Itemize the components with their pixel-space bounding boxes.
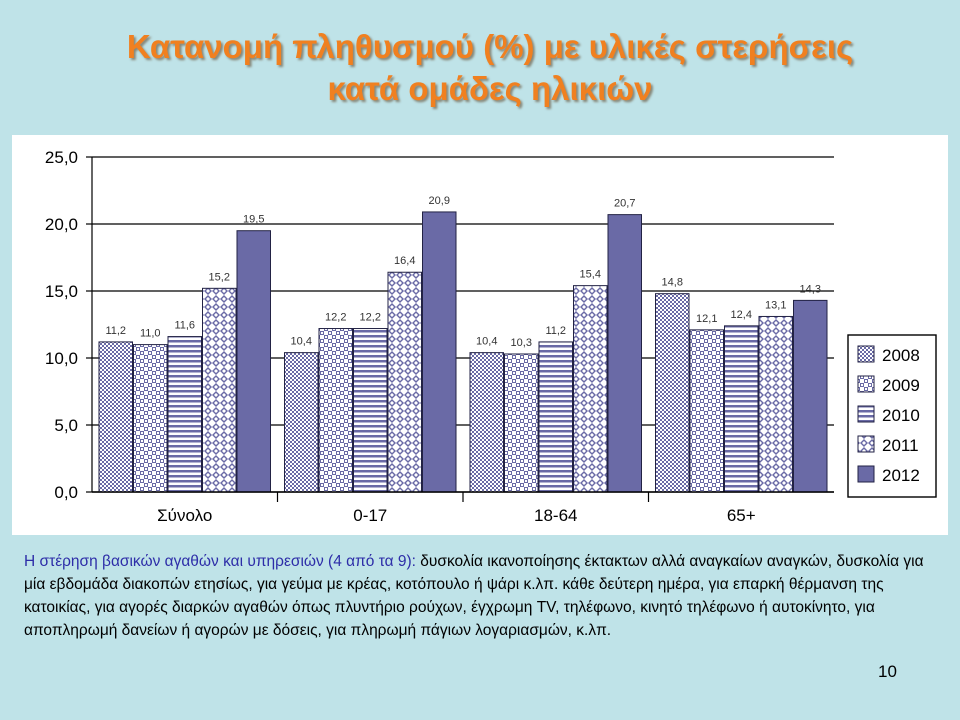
data-label: 12,1 bbox=[696, 313, 717, 325]
data-label: 20,9 bbox=[429, 195, 450, 207]
data-label: 12,2 bbox=[325, 312, 346, 324]
bar-2008 bbox=[98, 341, 133, 493]
bar-2008 bbox=[655, 293, 690, 493]
legend-swatch-2008 bbox=[857, 345, 875, 363]
bar-2012 bbox=[236, 230, 271, 493]
data-label: 12,4 bbox=[731, 309, 752, 321]
bar-2012 bbox=[607, 214, 642, 493]
slide-title: Κατανομή πληθυσμού (%) με υλικές στερήσε… bbox=[0, 26, 960, 110]
legend-swatch-2010 bbox=[857, 405, 875, 423]
bar-2010 bbox=[353, 328, 388, 493]
data-label: 15,2 bbox=[209, 271, 230, 283]
bars bbox=[98, 211, 828, 493]
legend-label: 2012 bbox=[882, 466, 920, 485]
bar-2011 bbox=[573, 285, 608, 493]
bar-2010 bbox=[538, 341, 573, 493]
legend-label: 2010 bbox=[882, 406, 920, 425]
data-label: 11,0 bbox=[140, 328, 161, 340]
bar-2011 bbox=[758, 315, 793, 493]
bar-2009 bbox=[689, 329, 724, 493]
bar-2009 bbox=[133, 344, 168, 493]
data-label: 13,1 bbox=[765, 299, 786, 311]
legend-swatch-2012 bbox=[857, 465, 875, 483]
y-tick-label: 25,0 bbox=[45, 148, 78, 167]
data-label: 14,8 bbox=[662, 277, 683, 289]
bar-2011 bbox=[387, 271, 422, 493]
title-line-2: κατά ομάδες ηλικιών bbox=[327, 70, 653, 107]
data-label: 14,3 bbox=[800, 283, 821, 295]
data-label: 19,5 bbox=[243, 214, 264, 226]
data-label: 20,7 bbox=[614, 198, 635, 210]
y-tick-label: 10,0 bbox=[45, 349, 78, 368]
legend-swatch-2009 bbox=[857, 375, 875, 393]
bar-2009 bbox=[504, 353, 539, 493]
y-tick-label: 15,0 bbox=[45, 282, 78, 301]
data-label: 10,3 bbox=[511, 337, 532, 349]
chart-panel: 11,2 11,0 11,6 15,2 19,5 10,4 12,2 12,2 16,4 20,9… bbox=[12, 135, 948, 535]
data-label: 16,4 bbox=[394, 255, 415, 267]
bar-2008 bbox=[284, 352, 319, 493]
legend-label: 2011 bbox=[882, 436, 919, 455]
data-label: 12,2 bbox=[360, 312, 381, 324]
y-tick-label: 0,0 bbox=[54, 483, 78, 502]
bar-2012 bbox=[793, 299, 828, 493]
x-tick-label: 65+ bbox=[727, 506, 756, 525]
x-tick-label: Σύνολο bbox=[157, 506, 212, 525]
bar-2012 bbox=[422, 211, 457, 493]
x-tick-label: 18-64 bbox=[534, 506, 577, 525]
data-label: 15,4 bbox=[580, 269, 601, 281]
data-label: 10,4 bbox=[476, 336, 497, 348]
bar-2011 bbox=[202, 287, 237, 493]
data-label: 11,2 bbox=[105, 325, 126, 337]
data-label: 11,6 bbox=[174, 320, 195, 332]
bar-2010 bbox=[167, 336, 202, 493]
title-line-1: Κατανομή πληθυσμού (%) με υλικές στερήσε… bbox=[126, 28, 854, 65]
legend: 2008 2009 2010 2011 2012 bbox=[847, 334, 937, 498]
x-tick-label: 0-17 bbox=[353, 506, 387, 525]
bar-2009 bbox=[318, 328, 353, 493]
data-label: 10,4 bbox=[291, 336, 312, 348]
description-lead: Η στέρηση βασικών αγαθών και υπηρεσιών (… bbox=[24, 553, 416, 570]
y-tick-label: 20,0 bbox=[45, 215, 78, 234]
data-label: 11,2 bbox=[545, 325, 566, 337]
bar-2010 bbox=[724, 325, 759, 493]
page-number: 10 bbox=[878, 662, 897, 681]
legend-label: 2008 bbox=[882, 346, 920, 365]
description: Η στέρηση βασικών αγαθών και υπηρεσιών (… bbox=[24, 550, 929, 642]
legend-swatch-2011 bbox=[857, 435, 875, 453]
axes: 0,0 5,0 10,0 15,0 20,0 25,0 Σύνολο 0-17 18-64 65+ bbox=[45, 148, 834, 525]
bar-chart: 11,2 11,0 11,6 15,2 19,5 10,4 12,2 12,2 16,4 20,9… bbox=[45, 148, 937, 525]
description-body: δυσκολία ικανοποίησης έκτακτων αλλά αναγ… bbox=[24, 553, 924, 639]
bar-2008 bbox=[469, 352, 504, 493]
y-tick-label: 5,0 bbox=[54, 416, 78, 435]
data-labels: 11,2 11,0 11,6 15,2 19,5 10,4 12,2 12,2 16,4 20,9… bbox=[105, 195, 821, 349]
legend-label: 2009 bbox=[882, 376, 920, 395]
